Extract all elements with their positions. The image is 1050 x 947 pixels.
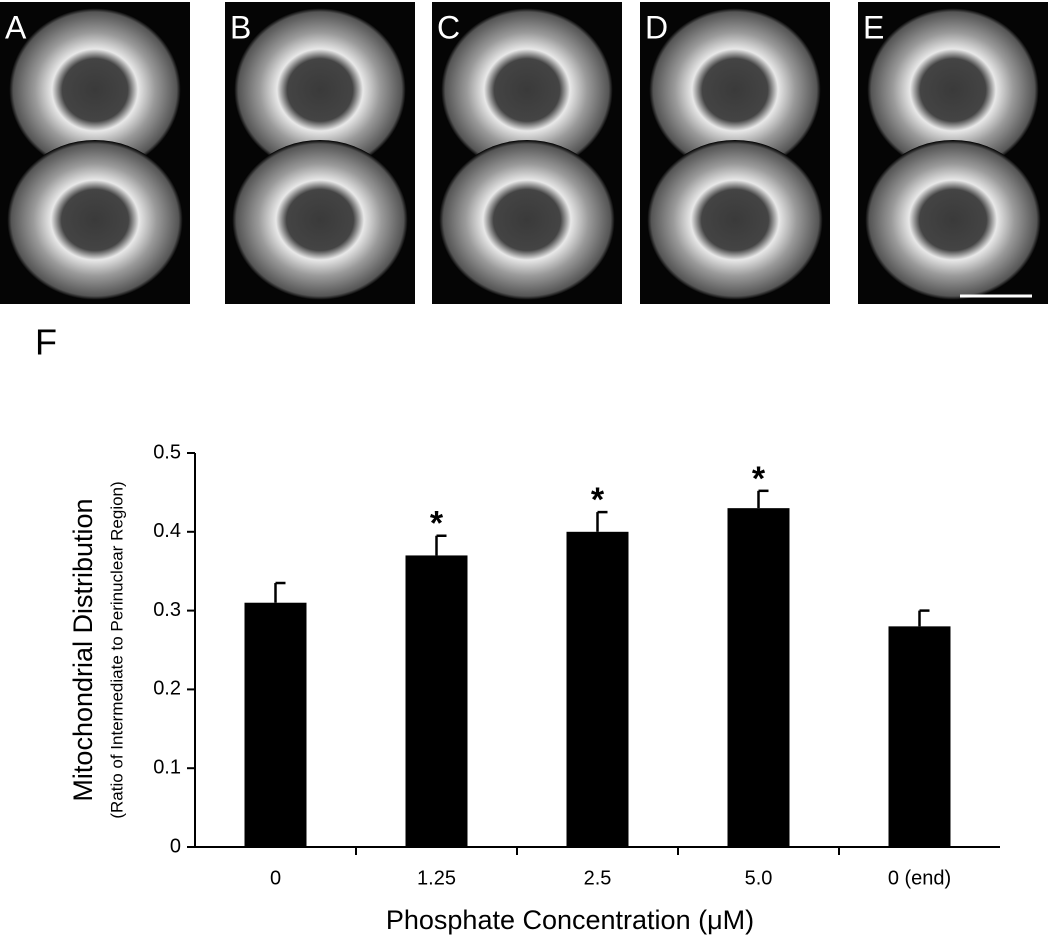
significance-marker: * [430,505,444,543]
cell [649,8,821,172]
cell [439,140,615,300]
panel-label: F [35,322,57,363]
x-tick-label: 0 (end) [888,867,951,889]
significance-marker: * [752,460,766,498]
panel-label: B [230,9,251,45]
x-tick-label: 0 [270,867,281,889]
cell [234,8,406,172]
cell [232,140,408,300]
panel-label: E [863,9,884,45]
cell [7,140,183,300]
cell [441,8,613,172]
bar [566,531,629,847]
y-axis-subtitle: (Ratio of Intermediate to Perinuclear Re… [107,481,126,818]
y-tick-label: 0.5 [153,441,181,463]
cell [867,8,1039,172]
x-axis-title: Phosphate Concentration (μM) [386,905,754,935]
y-axis-title: Mitochondrial Distribution [68,498,98,801]
y-tick-label: 0.3 [153,599,181,621]
bar [888,626,951,847]
cell [647,140,823,300]
panel-label: C [437,9,460,45]
panel-label: D [645,9,668,45]
bar [405,555,468,847]
cell [9,8,181,172]
cell [865,140,1041,300]
x-tick-label: 5.0 [745,867,773,889]
bar [244,602,307,847]
bar [727,508,790,847]
y-tick-label: 0.1 [153,756,181,778]
panel-label: A [5,9,27,45]
y-tick-label: 0.4 [153,520,181,542]
y-tick-label: 0.2 [153,678,181,700]
x-tick-label: 1.25 [417,867,456,889]
y-tick-label: 0 [170,835,181,857]
plot: 0 0.1 0.2 0.3 0.4 0.5 0 1.25 * 2.5 * 5.0 * 0 (end) [153,441,1000,889]
significance-marker: * [591,481,605,519]
x-tick-label: 2.5 [584,867,612,889]
micrograph-panels: A B C D E [0,2,1048,304]
